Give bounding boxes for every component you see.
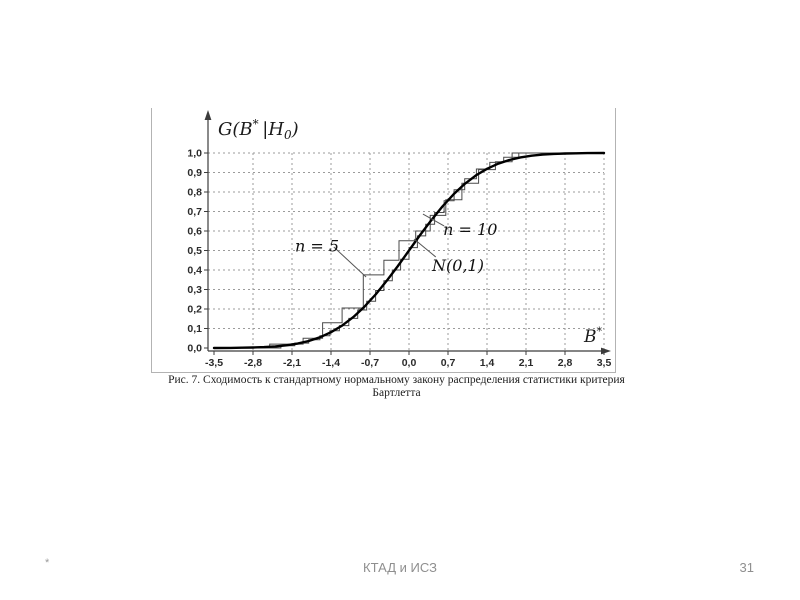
y-tick-label: 0,1	[187, 323, 202, 335]
x-axis-arrow	[601, 347, 611, 355]
annotation-leader	[333, 246, 367, 278]
y-tick-label: 0,5	[187, 245, 202, 257]
footer-title: КТАД и ИСЗ	[363, 560, 437, 575]
x-tick-label: 2,8	[558, 357, 573, 369]
y-tick-label: 0,0	[187, 343, 202, 355]
y-axis-title: G(B* |H0)	[218, 117, 299, 142]
y-tick-label: 0,6	[187, 226, 202, 238]
x-tick-label: -0,7	[361, 357, 379, 369]
annotation-label: n = 5	[295, 237, 339, 256]
x-tick-label: -2,8	[244, 357, 262, 369]
figure-caption-line1: Рис. 7. Сходимость к стандартному нормал…	[168, 374, 625, 386]
figure-caption: Рис. 7. Сходимость к стандартному нормал…	[133, 374, 660, 399]
x-tick-label: -1,4	[322, 357, 340, 369]
x-tick-label: 0,7	[441, 357, 456, 369]
x-tick-label: -2,1	[283, 357, 301, 369]
y-tick-label: 0,3	[187, 284, 202, 296]
distribution-chart: -3,5 -2,8 -2,1 -1,4 -0,7 0,0 0,7 1,4 2,1 2,8 3,5 0,…	[187, 110, 612, 369]
footnote-asterisk: *	[45, 557, 50, 569]
annotation-label: N(0,1)	[431, 256, 484, 275]
x-axis-title: B*	[583, 325, 603, 347]
y-tick-label: 0,7	[187, 206, 202, 218]
x-tick-label: 3,5	[597, 357, 612, 369]
annotation-label: n = 10	[443, 220, 497, 239]
slide-number: 31	[739, 560, 754, 575]
y-tick-label: 0,4	[187, 265, 202, 277]
curve-normal-cdf	[212, 151, 606, 350]
x-tick-label: 0,0	[402, 357, 417, 369]
y-tick-label: 0,8	[187, 187, 202, 199]
y-tick-label: 0,9	[187, 167, 202, 179]
figure-caption-line2: Бартлетта	[372, 386, 421, 399]
x-tick-label: -3,5	[205, 357, 223, 369]
x-tick-label: 2,1	[519, 357, 534, 369]
y-axis-arrow	[204, 110, 212, 120]
figure-image: -3,5 -2,8 -2,1 -1,4 -0,7 0,0 0,7 1,4 2,1 2,8 3,5 0,…	[151, 108, 616, 373]
x-tick-label: 1,4	[480, 357, 495, 369]
y-tick-label: 0,2	[187, 304, 202, 316]
y-tick-label: 1,0	[187, 148, 202, 160]
annotation-leader	[422, 213, 445, 227]
annotation-leader	[413, 238, 437, 258]
